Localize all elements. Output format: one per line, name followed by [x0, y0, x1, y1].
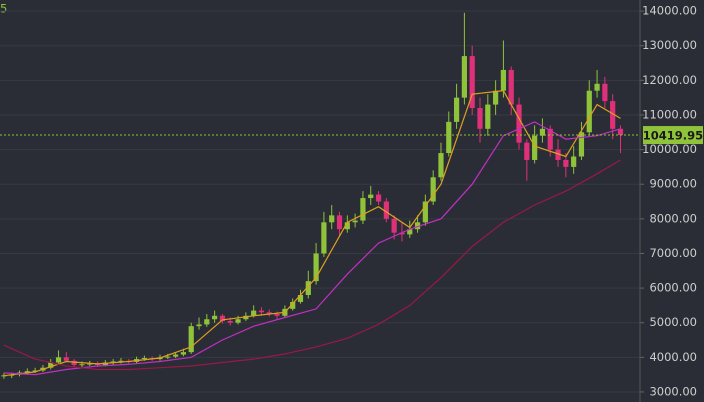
y-tick-label: 7000.00 [649, 246, 697, 260]
candle-body [500, 69, 507, 91]
y-tick-label: 6000.00 [649, 281, 697, 295]
candle-body [586, 90, 592, 133]
candle-body [227, 320, 233, 323]
candle-body [63, 357, 69, 361]
last-price-box [643, 126, 703, 145]
y-tick-label: 8000.00 [649, 211, 697, 225]
candle-body [173, 354, 179, 357]
candle-body [141, 358, 147, 360]
candle-body [188, 326, 194, 353]
y-tick-label: 10000.00 [642, 142, 697, 156]
candle-body [212, 315, 218, 320]
candle-body [508, 69, 514, 105]
candle-body [258, 310, 265, 313]
y-tick-label: 5000.00 [649, 315, 697, 329]
candle-body [453, 97, 460, 122]
y-tick-label: 13000.00 [642, 38, 697, 52]
candle-body [32, 370, 38, 372]
candle-body [446, 121, 452, 154]
candle-body [360, 198, 366, 221]
moving-average-line [3, 121, 621, 376]
candle-body [24, 371, 30, 373]
candle-body [204, 319, 210, 325]
candle-body [251, 310, 257, 316]
candle-body [617, 128, 624, 136]
candle-body [516, 104, 522, 143]
candle-body [399, 232, 405, 235]
candle-body [321, 222, 327, 254]
y-tick-label: 14000.00 [642, 4, 697, 18]
candle-body [297, 295, 304, 302]
corner-text: 5 [0, 2, 7, 16]
candle-body [55, 357, 62, 363]
last-price-label: 10419.95 [643, 129, 703, 143]
candle-body [266, 312, 272, 315]
candle-body [493, 90, 499, 105]
candle-body [110, 361, 116, 363]
candle-body [375, 194, 382, 202]
y-tick-label: 12000.00 [642, 73, 697, 87]
candle-body [578, 132, 585, 157]
candle-body [485, 104, 491, 129]
candle-body [219, 315, 226, 321]
y-tick-label: 11000.00 [642, 107, 697, 121]
candle-body [563, 159, 569, 167]
candle-body [79, 364, 85, 366]
candle-body [594, 83, 600, 91]
candle-body [430, 177, 436, 202]
candle-body [1, 375, 7, 377]
y-tick-label: 9000.00 [649, 177, 697, 191]
candle-body [118, 360, 124, 362]
candle-body [438, 153, 444, 178]
candle-body [477, 108, 483, 129]
candle-body [461, 56, 467, 98]
candle-body [235, 319, 241, 323]
candle-body [368, 194, 374, 199]
candle-body [274, 314, 280, 316]
candle-body [469, 56, 475, 109]
moving-average-line [3, 159, 621, 371]
candle-body [539, 128, 546, 136]
candle-body [329, 215, 335, 223]
candle-body [165, 356, 171, 358]
candle-body [532, 135, 538, 160]
candle-body [547, 128, 553, 150]
candle-body [414, 222, 421, 230]
candle-body [422, 201, 428, 223]
candle-body [391, 218, 397, 233]
candle-body [180, 352, 187, 355]
candle-body [610, 101, 616, 129]
candle-body [602, 83, 608, 102]
candle-body [407, 229, 413, 235]
candle-body [48, 362, 54, 368]
y-tick-label: 4000.00 [649, 350, 697, 364]
y-tick-label: 3000.00 [649, 384, 697, 398]
candle-body [71, 360, 77, 365]
candle-body [352, 220, 358, 223]
candle-body [336, 215, 343, 230]
moving-average-line [3, 90, 621, 377]
candle-body [571, 156, 577, 167]
candle-body [313, 253, 319, 282]
candle-body [383, 201, 389, 219]
candle-body [305, 281, 311, 296]
candle-body [344, 222, 350, 230]
candle-body [196, 324, 202, 327]
candle-body [555, 149, 561, 160]
candle-body [290, 301, 296, 309]
candle-body [243, 315, 249, 320]
candle-body [524, 142, 530, 160]
candle-body [87, 363, 93, 365]
